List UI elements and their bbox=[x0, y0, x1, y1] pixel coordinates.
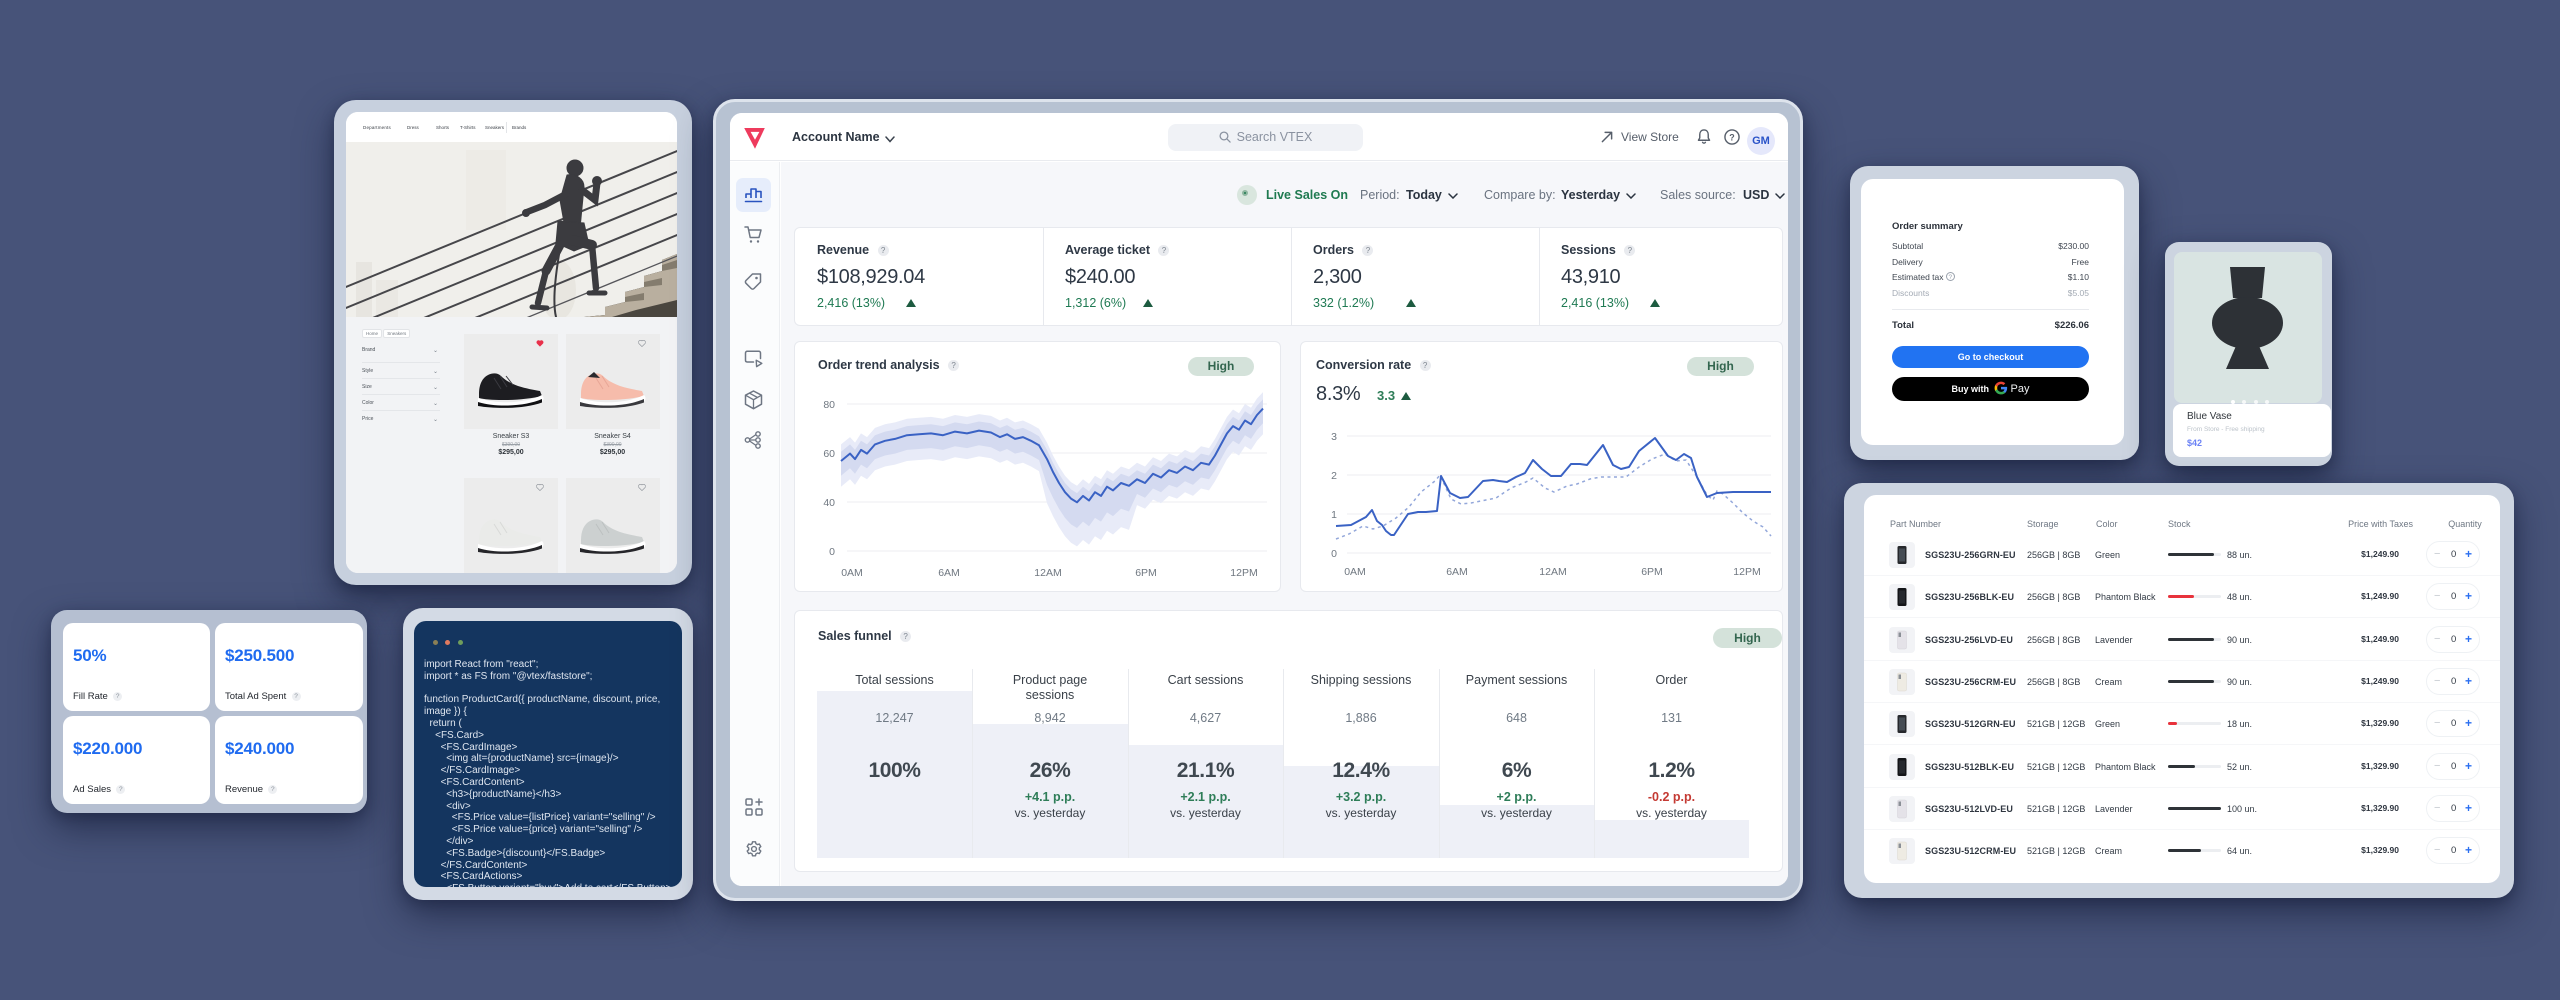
svg-text:3: 3 bbox=[1331, 431, 1337, 443]
svg-text:0AM: 0AM bbox=[1344, 566, 1366, 578]
svg-text:12PM: 12PM bbox=[1230, 567, 1257, 579]
svg-text:0: 0 bbox=[1331, 548, 1337, 560]
svg-text:12PM: 12PM bbox=[1733, 566, 1760, 578]
svg-text:6AM: 6AM bbox=[1446, 566, 1468, 578]
svg-text:12AM: 12AM bbox=[1034, 567, 1061, 579]
svg-text:6AM: 6AM bbox=[938, 567, 960, 579]
svg-text:12AM: 12AM bbox=[1539, 566, 1566, 578]
svg-text:2: 2 bbox=[1331, 470, 1337, 482]
svg-text:1: 1 bbox=[1331, 509, 1337, 521]
svg-text:?: ? bbox=[1729, 132, 1734, 142]
svg-text:0AM: 0AM bbox=[841, 567, 863, 579]
svg-text:60: 60 bbox=[823, 448, 835, 460]
svg-text:0: 0 bbox=[829, 546, 835, 558]
svg-text:6PM: 6PM bbox=[1641, 566, 1663, 578]
svg-text:6PM: 6PM bbox=[1135, 567, 1157, 579]
svg-text:80: 80 bbox=[823, 399, 835, 411]
svg-text:40: 40 bbox=[823, 497, 835, 509]
